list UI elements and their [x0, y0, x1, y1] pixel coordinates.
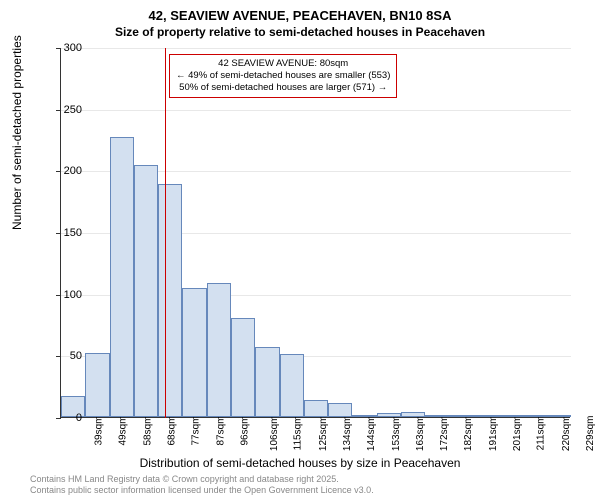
annotation-line: ← 49% of semi-detached houses are smalle…: [176, 70, 390, 82]
reference-line: [165, 48, 166, 418]
histogram-bar: [401, 412, 425, 417]
xtick-label: 163sqm: [415, 416, 426, 452]
annotation-line: 50% of semi-detached houses are larger (…: [176, 82, 390, 94]
xtick-label: 229sqm: [585, 416, 596, 452]
ytick-mark: [56, 295, 61, 296]
xtick-label: 182sqm: [464, 416, 475, 452]
xtick-label: 220sqm: [561, 416, 572, 452]
histogram-bar: [231, 318, 255, 417]
histogram-bar: [450, 415, 474, 417]
xtick-label: 125sqm: [318, 416, 329, 452]
x-axis-label: Distribution of semi-detached houses by …: [0, 456, 600, 470]
plot-region: 39sqm49sqm58sqm68sqm77sqm87sqm96sqm106sq…: [60, 48, 570, 418]
ytick-label: 0: [76, 412, 82, 424]
histogram-bar: [522, 415, 546, 417]
xtick-label: 134sqm: [342, 416, 353, 452]
histogram-bar: [207, 283, 231, 417]
ytick-mark: [56, 48, 61, 49]
xtick-label: 77sqm: [191, 416, 202, 446]
ytick-mark: [56, 233, 61, 234]
ytick-label: 100: [64, 289, 82, 301]
ytick-mark: [56, 418, 61, 419]
xtick-label: 201sqm: [512, 416, 523, 452]
xtick-label: 39sqm: [94, 416, 105, 446]
chart-plot-area: 39sqm49sqm58sqm68sqm77sqm87sqm96sqm106sq…: [60, 48, 570, 418]
ytick-label: 300: [64, 42, 82, 54]
footer-attribution: Contains HM Land Registry data © Crown c…: [30, 474, 374, 496]
xtick-label: 115sqm: [293, 416, 304, 451]
ytick-mark: [56, 171, 61, 172]
histogram-bar: [85, 353, 109, 417]
histogram-bar: [474, 415, 498, 417]
xtick-label: 153sqm: [391, 416, 402, 452]
xtick-label: 106sqm: [269, 416, 280, 452]
y-axis-label: Number of semi-detached properties: [10, 35, 24, 230]
gridline: [61, 48, 571, 49]
xtick-label: 144sqm: [366, 416, 377, 452]
annotation-line: 42 SEAVIEW AVENUE: 80sqm: [176, 58, 390, 70]
xtick-label: 49sqm: [118, 416, 129, 446]
footer-line-1: Contains HM Land Registry data © Crown c…: [30, 474, 374, 485]
histogram-bar: [255, 347, 279, 417]
histogram-bar: [498, 415, 522, 417]
xtick-label: 87sqm: [215, 416, 226, 446]
histogram-bar: [547, 415, 571, 417]
ytick-label: 50: [70, 350, 82, 362]
ytick-label: 250: [64, 104, 82, 116]
histogram-bar: [304, 400, 328, 417]
ytick-mark: [56, 110, 61, 111]
annotation-box: 42 SEAVIEW AVENUE: 80sqm← 49% of semi-de…: [169, 54, 397, 98]
histogram-bar: [110, 137, 134, 417]
histogram-bar: [134, 165, 158, 417]
histogram-bar: [377, 413, 401, 417]
xtick-label: 96sqm: [239, 416, 250, 446]
ytick-label: 200: [64, 165, 82, 177]
ytick-mark: [56, 356, 61, 357]
xtick-label: 68sqm: [167, 416, 178, 446]
histogram-bar: [280, 354, 304, 417]
xtick-label: 58sqm: [142, 416, 153, 446]
histogram-bar: [328, 403, 352, 417]
footer-line-2: Contains public sector information licen…: [30, 485, 374, 496]
page-subtitle: Size of property relative to semi-detach…: [0, 25, 600, 39]
ytick-label: 150: [64, 227, 82, 239]
xtick-label: 172sqm: [439, 416, 450, 452]
page-title: 42, SEAVIEW AVENUE, PEACEHAVEN, BN10 8SA: [0, 8, 600, 23]
histogram-bar: [158, 184, 182, 417]
histogram-bar: [352, 415, 376, 417]
xtick-label: 191sqm: [488, 416, 499, 452]
histogram-bar: [182, 288, 206, 418]
gridline: [61, 110, 571, 111]
histogram-bar: [425, 415, 449, 417]
xtick-label: 211sqm: [536, 416, 547, 451]
